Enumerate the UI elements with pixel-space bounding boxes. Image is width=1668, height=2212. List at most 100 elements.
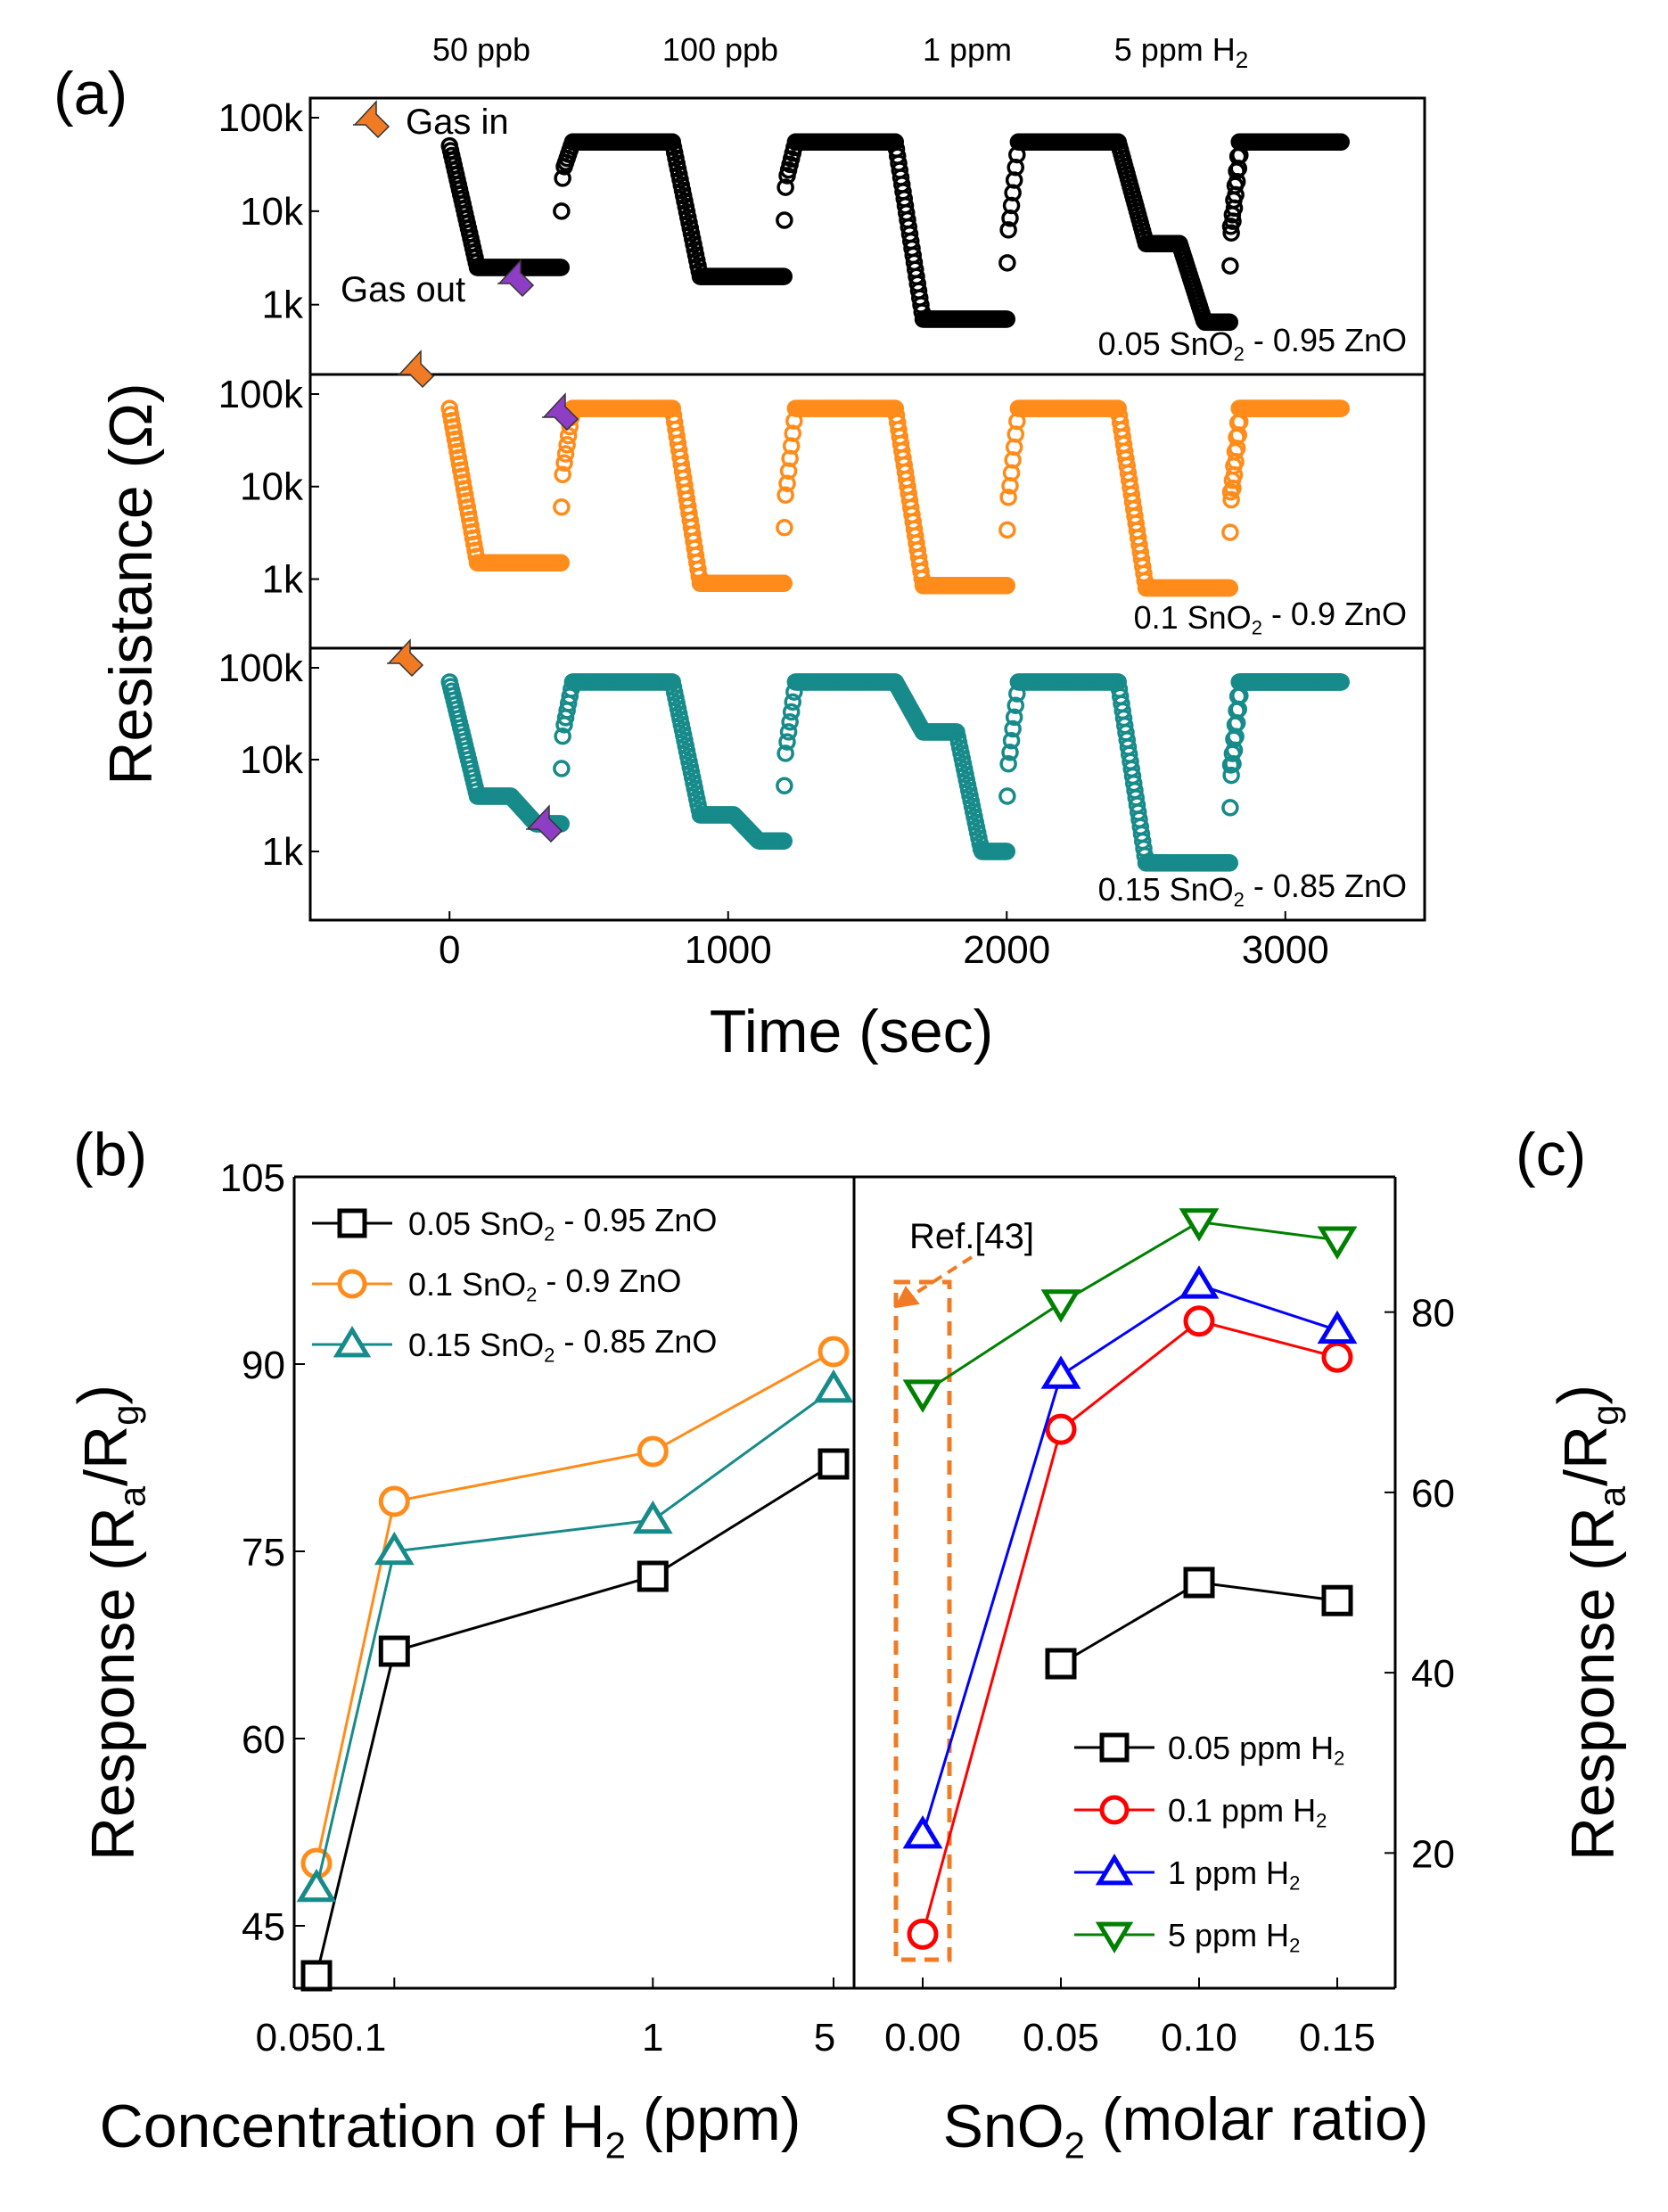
a-point [1221, 523, 1239, 541]
a-ytick-label-0-2: 100k [218, 96, 304, 140]
c-series-2 [902, 1265, 1358, 1849]
a-point [1222, 490, 1240, 509]
c-ref-box [893, 1279, 952, 1962]
b-point-2-3 [813, 1369, 854, 1403]
c-point-2-3 [1317, 1310, 1358, 1344]
b-series-line-0 [315, 1462, 834, 1977]
a-point [1222, 766, 1240, 785]
b-xtitle-main: Concentration of H [100, 2093, 605, 2160]
a-annotations: Gas in Gas out [341, 100, 579, 843]
a-point [782, 703, 801, 721]
a-subplot-label-2: 0.15 SnO2 - 0.85 ZnO [1098, 868, 1407, 911]
c-legend-label-3-main: 5 ppm H [1168, 1917, 1289, 1953]
a-series-0 [440, 133, 1350, 332]
a-point [776, 211, 793, 229]
c-ytitle-part: Response (R [1559, 1507, 1627, 1861]
a-subplot-2: 1k 10k 100k 0.15 SnO2 - 0.85 ZnO [218, 646, 1426, 922]
b-point-2-0 [296, 1868, 337, 1903]
a-point [1001, 744, 1019, 761]
a-point [552, 554, 570, 572]
a-subplot-label-1-main: 0.1 SnO [1134, 599, 1252, 636]
b-point-0-1 [378, 1635, 410, 1667]
b-legend-label-0-sub: 2 [544, 1223, 555, 1246]
c-ref-arrow-head-icon [894, 1286, 920, 1309]
c-point-2-2 [1179, 1265, 1220, 1299]
a-subplot-label-1: 0.1 SnO2 - 0.9 ZnO [1134, 596, 1407, 639]
a-subplot-label-2-main: 0.15 SnO [1098, 871, 1234, 908]
a-xtick-label-2: 2000 [963, 928, 1050, 972]
c-series-1 [907, 1305, 1353, 1950]
a-point [779, 723, 798, 741]
c-legend-label-0: 0.05 ppm H2 [1168, 1730, 1344, 1770]
a-subplot-label-0: 0.05 SnO2 - 0.95 ZnO [1098, 322, 1407, 366]
gas-in-arrow-icon [353, 100, 390, 139]
c-point-3-0 [902, 1379, 943, 1413]
a-point [776, 519, 793, 537]
b-xtick-label-0: 0.050.1 [256, 2016, 387, 2060]
b-ytick-label-2: 75 [242, 1531, 285, 1575]
b-point-0-2 [637, 1560, 669, 1592]
c-legend-marker-0 [1099, 1732, 1130, 1763]
b-legend-marker-0 [337, 1208, 367, 1238]
b-y-axis-title: Response (Ra/Rg) [65, 1385, 152, 1861]
b-series-line-1 [315, 1350, 834, 1864]
c-ref-arrow-line [900, 1255, 974, 1303]
a-point [999, 221, 1017, 239]
a-point [776, 777, 793, 795]
c-legend-label-2: 1 ppm H2 [1168, 1854, 1300, 1895]
b-ytitle-part: ) [65, 1385, 133, 1405]
c-ref-label: Ref.[43] [909, 1217, 1034, 1256]
a-point [999, 489, 1017, 506]
a-subplot-frame-2 [308, 646, 1426, 922]
a-y-axis-title: Resistance (Ω) [97, 382, 165, 785]
a-point [1220, 854, 1238, 872]
c-xtick-label-0: 0.00 [884, 2016, 961, 2060]
a-top-label-3-main: 5 ppm H [1114, 31, 1236, 68]
a-subplot-label-0-sub: 2 [1234, 343, 1245, 366]
a-point [558, 436, 576, 454]
a-point [775, 832, 793, 851]
b-legend-label-1: 0.1 SnO2 - 0.9 ZnO [408, 1262, 681, 1306]
c-legend: 0.05 ppm H20.1 ppm H21 ppm H25 ppm H2 [1074, 1730, 1344, 1957]
c-legend-label-1-sub: 2 [1316, 1810, 1327, 1832]
c-legend-label-1-main: 0.1 ppm H [1168, 1792, 1316, 1829]
a-ytick-label-2-2: 100k [218, 646, 304, 690]
a-top-label-1: 100 ppb [662, 31, 778, 68]
b-xtick-label-1: 1 [642, 2016, 663, 2060]
c-ytick-label-1: 40 [1411, 1652, 1455, 1696]
c-point-1-3 [1321, 1341, 1353, 1373]
a-point [775, 574, 793, 592]
b-point-1-3 [818, 1336, 850, 1368]
gas-in-arrow-icon [398, 349, 435, 389]
a-point [999, 754, 1017, 773]
a-point [784, 424, 801, 442]
c-xtitle-rest: (molar ratio) [1085, 2085, 1428, 2153]
b-series-line-2 [315, 1387, 834, 1889]
c-legend-label-3: 5 ppm H2 [1168, 1917, 1300, 1957]
b-legend-label-2-main: 0.15 SnO [408, 1327, 544, 1363]
a-x-ticks: 0 1000 2000 3000 [439, 911, 1329, 972]
a-ytick-label-2-0: 1k [262, 830, 304, 874]
c-series-0 [1045, 1566, 1353, 1680]
c-ytick-label-0: 20 [1411, 1832, 1455, 1876]
a-ytick-label-2-1: 10k [240, 738, 304, 782]
gas-out-arrow-icon [526, 804, 563, 843]
a-subplot-label-1-rest: - 0.9 ZnO [1262, 596, 1407, 632]
a-point [998, 577, 1015, 595]
c-point-3-2 [1179, 1208, 1220, 1242]
c-series-line-3 [922, 1221, 1338, 1394]
c-legend-label-2-sub: 2 [1289, 1872, 1300, 1895]
b-point-2-2 [632, 1500, 673, 1534]
a-ytick-label-1-2: 100k [218, 373, 304, 416]
a-top-label-3-sub: 2 [1236, 46, 1248, 73]
c-legend-label-2-main: 1 ppm H [1168, 1854, 1289, 1891]
a-point [1220, 579, 1238, 597]
a-point [998, 254, 1016, 272]
a-point [779, 462, 798, 480]
a-point [1004, 720, 1022, 738]
c-point-1-0 [907, 1918, 939, 1950]
a-point [1221, 483, 1240, 501]
b-ytick-label-0: 45 [242, 1905, 285, 1949]
